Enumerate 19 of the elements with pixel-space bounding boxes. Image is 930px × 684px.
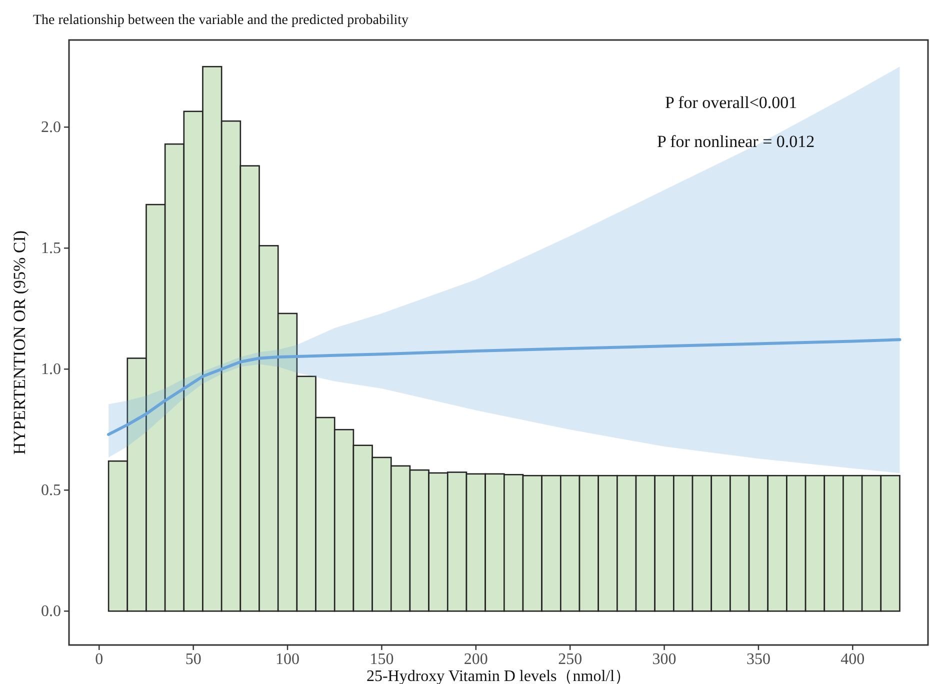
x-tick-label: 300	[652, 651, 676, 668]
y-tick-label: 1.0	[41, 361, 61, 378]
line-series	[107, 338, 902, 436]
chart-title: The relationship between the variable and the predicted probability	[33, 13, 409, 28]
x-tick-label: 250	[558, 651, 582, 668]
x-tick-label: 400	[840, 651, 865, 668]
x-tick-label: 200	[464, 651, 488, 668]
annotation: P for nonlinear = 0.012	[657, 132, 815, 151]
x-tick-label: 100	[276, 651, 300, 668]
y-tick-label: 0.5	[41, 482, 61, 500]
x-tick-label: 0	[95, 651, 104, 668]
annotation: P for overall<0.001	[665, 93, 798, 112]
y-tick-label: 2.0	[41, 119, 61, 136]
x-tick-label: 150	[370, 651, 394, 668]
x-tick-label: 50	[185, 651, 202, 668]
y-tick-label: 0.0	[41, 603, 61, 620]
y-axis-title: HYPERTENTION OR (95% CI)	[10, 230, 29, 455]
x-tick-label: 350	[746, 651, 770, 668]
y-tick-label: 1.5	[41, 240, 61, 258]
